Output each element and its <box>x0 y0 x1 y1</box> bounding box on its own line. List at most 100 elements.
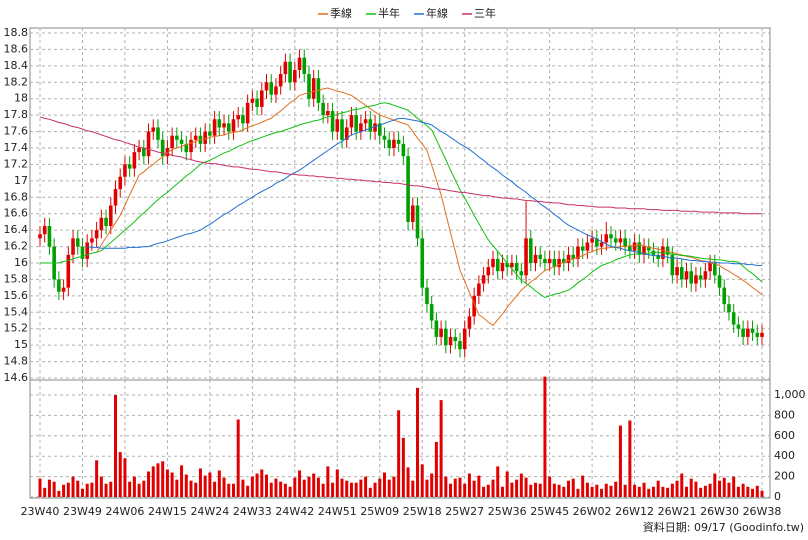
candle-body <box>108 205 113 227</box>
candle-body <box>340 119 344 140</box>
y-tick-label: 18 <box>14 92 28 105</box>
volume-bar <box>680 473 684 497</box>
volume-bar <box>184 474 188 497</box>
candle-body <box>104 217 108 227</box>
volume-tick-label: 800 <box>774 408 795 421</box>
volume-bar <box>623 484 627 497</box>
candle-body <box>241 115 245 124</box>
candle-body <box>226 123 231 132</box>
candle-body <box>538 254 543 259</box>
volume-bar <box>406 467 410 497</box>
candle-body <box>288 61 292 83</box>
volume-bar <box>600 488 604 497</box>
candle-body <box>354 115 358 132</box>
volume-bar <box>71 476 75 497</box>
candle-body <box>604 234 609 243</box>
candle-body <box>293 69 297 83</box>
volume-bar <box>727 482 731 497</box>
volume-bar <box>604 483 608 497</box>
x-tick-label: 24W15 <box>148 505 187 518</box>
volume-bar <box>746 486 750 497</box>
volume-bar <box>675 480 679 497</box>
x-tick-label: 26W21 <box>658 505 697 518</box>
volume-bar <box>213 481 217 497</box>
volume-bar <box>642 482 646 497</box>
volume-bar <box>66 482 70 497</box>
x-tick-label: 26W02 <box>573 505 612 518</box>
y-tick-label: 17.2 <box>4 157 29 170</box>
candle-body <box>420 238 425 288</box>
volume-bar <box>90 482 94 497</box>
volume-bar <box>283 483 287 497</box>
candle-body <box>283 61 288 75</box>
y-tick-label: 16 <box>14 256 28 269</box>
x-tick-label: 25W09 <box>360 505 399 518</box>
candle-body <box>368 119 373 132</box>
volume-bar <box>647 488 651 497</box>
volume-bar <box>661 486 665 497</box>
volume-bar <box>265 474 269 497</box>
candle-body <box>731 312 736 325</box>
volume-bar <box>699 487 703 497</box>
x-tick-label: 25W45 <box>530 505 569 518</box>
candle-body <box>543 258 547 263</box>
volume-bar <box>552 483 556 497</box>
candle-body <box>439 328 443 337</box>
candle-body <box>75 238 80 247</box>
candle-body <box>547 258 552 263</box>
candle-body <box>99 217 104 231</box>
volume-bar <box>760 490 764 497</box>
volume-bar <box>128 481 132 497</box>
y-tick-label: 14.8 <box>4 355 29 368</box>
volume-bar <box>543 376 547 497</box>
y-tick-label: 14.6 <box>4 371 29 384</box>
candle-body <box>38 234 42 239</box>
volume-bar <box>274 478 278 497</box>
volume-tick-label: 400 <box>774 449 795 462</box>
volume-bar <box>194 482 198 497</box>
volume-bar <box>392 476 396 497</box>
volume-bar <box>463 483 467 497</box>
candle-body <box>401 143 406 157</box>
y-tick-label: 15 <box>14 338 28 351</box>
candle-body <box>363 119 368 124</box>
volume-bar <box>684 486 688 497</box>
candle-body <box>750 328 755 333</box>
candle-body <box>679 267 684 280</box>
candle-body <box>392 139 396 148</box>
volume-bar <box>722 477 726 497</box>
candle-body <box>297 57 302 70</box>
x-tick-label: 24W24 <box>190 505 229 518</box>
volume-bar <box>316 477 320 497</box>
volume-bar <box>260 469 264 497</box>
candle-body <box>85 242 89 259</box>
candle-body <box>434 320 439 337</box>
volume-bar <box>656 480 660 497</box>
candle-body <box>245 102 250 124</box>
volume-bar <box>208 472 212 497</box>
candle-body <box>264 82 269 91</box>
volume-bar <box>165 469 169 497</box>
volume-bar <box>538 483 542 497</box>
volume-bar <box>416 387 420 497</box>
candle-body <box>396 139 401 144</box>
volume-bar <box>425 479 429 497</box>
volume-bar <box>279 481 283 497</box>
candle-body <box>57 279 61 292</box>
candle-body <box>269 82 274 95</box>
ma-line <box>39 116 762 215</box>
candle-body <box>590 238 594 243</box>
x-tick-label: 24W33 <box>233 505 272 518</box>
candle-body <box>665 246 670 255</box>
volume-bar <box>335 469 339 497</box>
volume-bar <box>420 464 424 497</box>
candle-body <box>585 242 590 251</box>
volume-bar <box>703 485 707 497</box>
legend-label: 季線 <box>330 6 352 20</box>
candle-body <box>519 271 524 276</box>
y-tick-label: 15.8 <box>4 272 29 285</box>
volume-bar <box>595 484 599 497</box>
candle-body <box>746 328 750 337</box>
volume-bar <box>411 480 415 497</box>
